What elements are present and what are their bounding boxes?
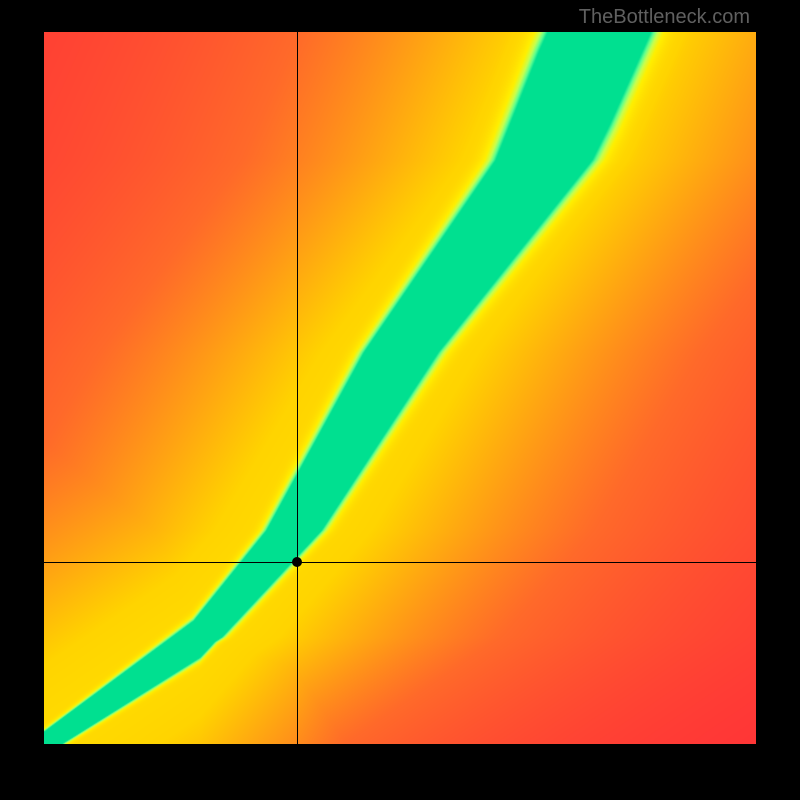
heatmap-plot <box>44 32 756 744</box>
crosshair-horizontal <box>44 562 756 563</box>
heatmap-canvas <box>44 32 756 744</box>
watermark-text: TheBottleneck.com <box>579 6 750 29</box>
marker-dot <box>292 557 302 567</box>
crosshair-vertical <box>297 32 298 744</box>
